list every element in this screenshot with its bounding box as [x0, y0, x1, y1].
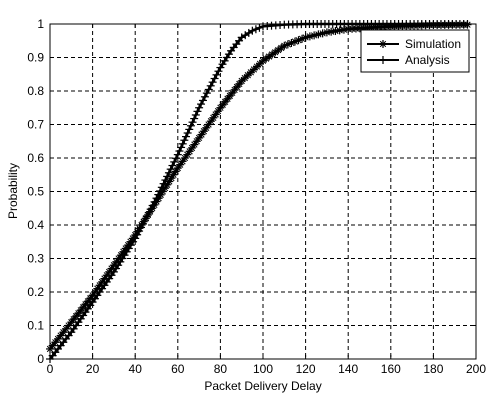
data-point-marker [135, 227, 144, 236]
data-point-marker [152, 194, 161, 203]
legend: Simulation Analysis [360, 29, 470, 73]
data-point-marker [208, 78, 217, 87]
data-point-marker [144, 208, 153, 217]
data-point-marker [164, 168, 173, 177]
data-point-marker [251, 25, 260, 34]
legend-marker-analysis [379, 56, 387, 64]
data-point-marker [190, 140, 199, 149]
data-point-marker [195, 103, 204, 112]
data-point-marker [177, 143, 186, 152]
data-point-marker [185, 125, 194, 134]
data-point-marker [255, 23, 264, 32]
data-point-marker [197, 100, 206, 109]
data-point-marker [193, 107, 202, 116]
y-tick-label: 0 [37, 352, 44, 366]
y-tick-label: 0.2 [27, 285, 44, 299]
x-tick-label: 0 [47, 362, 54, 376]
series-group [46, 20, 472, 363]
x-tick-label: 60 [171, 362, 185, 376]
data-point-marker [154, 190, 163, 199]
data-point-marker [214, 67, 223, 76]
x-tick-label: 80 [214, 362, 228, 376]
data-point-marker [212, 70, 221, 79]
data-point-marker [133, 230, 142, 239]
x-tick-label: 140 [338, 362, 358, 376]
data-point-marker [210, 74, 219, 83]
data-point-marker [142, 212, 151, 221]
data-point-marker [188, 118, 197, 127]
data-point-marker [198, 96, 207, 105]
data-point-marker [137, 223, 146, 232]
data-point-marker [186, 121, 195, 130]
x-tick-labels: 0 20 40 60 80 100 120 140 160 180 200 [47, 362, 487, 376]
data-point-marker [159, 179, 168, 188]
x-tick-label: 40 [129, 362, 143, 376]
x-tick-label: 20 [86, 362, 100, 376]
y-tick-label: 0.8 [27, 84, 44, 98]
legend-marker-simulation [379, 40, 387, 48]
y-tick-label: 0.9 [27, 51, 44, 65]
x-axis-label: Packet Delivery Delay [204, 379, 321, 393]
x-tick-label: 180 [423, 362, 443, 376]
data-point-marker [170, 157, 179, 166]
y-tick-label: 1 [37, 17, 44, 31]
data-point-marker [191, 110, 200, 119]
y-tick-label: 0.5 [27, 185, 44, 199]
data-point-marker [202, 89, 211, 98]
x-tick-label: 160 [381, 362, 401, 376]
legend-marker-glyph [379, 56, 387, 64]
data-point-marker [150, 197, 159, 206]
legend-marker-glyph [379, 40, 387, 48]
data-point-marker [163, 172, 172, 181]
y-tick-label: 0.1 [27, 319, 44, 333]
data-point-marker [157, 183, 166, 192]
data-point-marker [156, 186, 165, 195]
y-axis-label: Probability [6, 163, 20, 219]
data-point-marker [172, 154, 181, 163]
y-tick-labels: 0 0.1 0.2 0.3 0.4 0.5 0.6 0.7 0.8 0.9 1 [27, 17, 44, 366]
data-point-marker [138, 219, 147, 228]
y-tick-label: 0.4 [27, 218, 44, 232]
legend-label-analysis: Analysis [405, 53, 450, 67]
data-point-marker [161, 176, 170, 185]
data-point-marker [305, 32, 314, 41]
data-point-marker [180, 136, 189, 145]
data-point-marker [131, 234, 140, 243]
data-point-marker [146, 205, 155, 214]
x-tick-label: 200 [466, 362, 486, 376]
legend-label-simulation: Simulation [405, 37, 461, 51]
data-point-marker [200, 92, 209, 101]
data-point-marker [183, 129, 192, 138]
data-point-marker [204, 85, 213, 94]
data-point-marker [209, 113, 218, 122]
plot-frame [49, 23, 477, 360]
data-point-marker [248, 26, 257, 35]
data-point-marker [175, 147, 184, 156]
legend-box [360, 29, 470, 73]
y-tick-label: 0.6 [27, 151, 44, 165]
data-point-marker [178, 139, 187, 148]
data-point-marker [190, 114, 199, 123]
x-tick-label: 100 [253, 362, 273, 376]
x-tick-label: 120 [296, 362, 316, 376]
data-point-marker [181, 132, 190, 141]
y-tick-label: 0.7 [27, 118, 44, 132]
data-point-marker [206, 81, 215, 90]
data-point-marker [166, 165, 175, 174]
y-tick-label: 0.3 [27, 252, 44, 266]
series-markers-simulation [46, 20, 472, 353]
data-point-marker [148, 201, 157, 210]
data-point-marker [173, 150, 182, 159]
data-point-marker [140, 216, 149, 225]
data-point-marker [168, 161, 177, 170]
